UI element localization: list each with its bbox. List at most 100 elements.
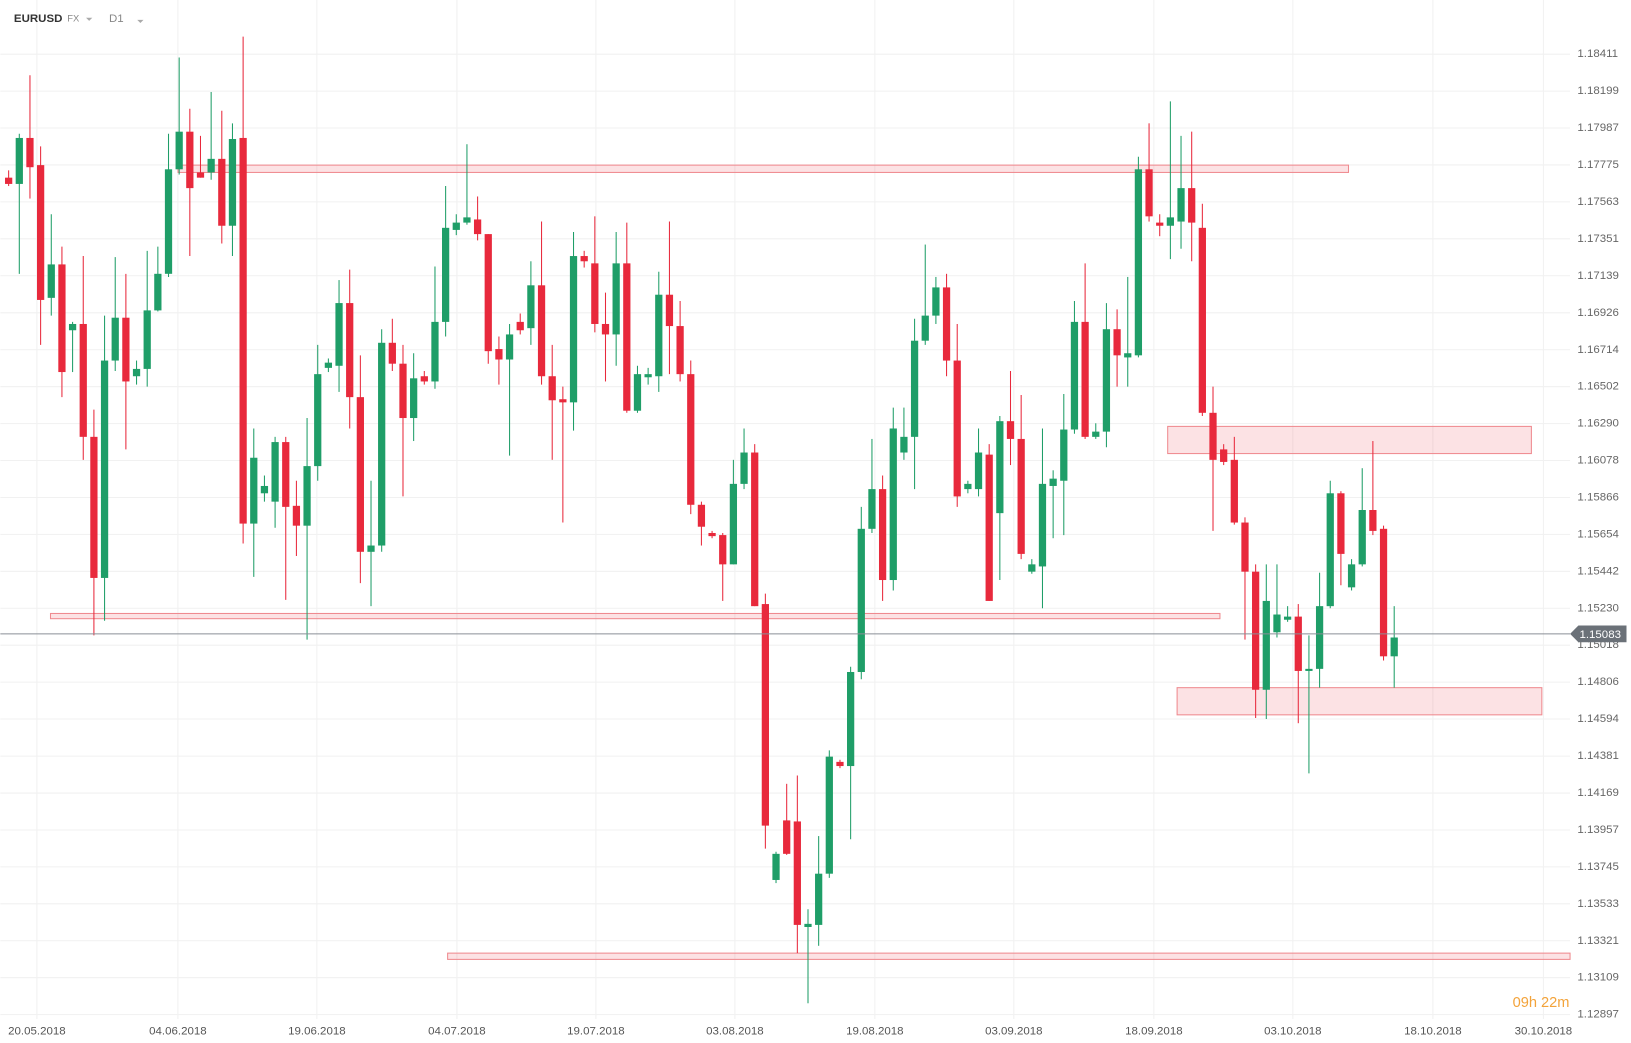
x-tick-label: 20.05.2018 [8, 1026, 65, 1038]
candle-body [569, 256, 578, 403]
candle-body [942, 287, 951, 361]
candle-body [260, 485, 269, 494]
x-tick-label: 03.08.2018 [706, 1026, 763, 1038]
x-tick-label: 19.06.2018 [288, 1026, 345, 1038]
candle-body [1209, 412, 1217, 460]
x-tick-label: 03.09.2018 [985, 1026, 1042, 1038]
candle-body [580, 256, 588, 262]
y-tick-label: 1.13321 [1577, 935, 1619, 947]
support-zone [1176, 687, 1543, 716]
candle-body [335, 303, 343, 366]
candle-body [548, 376, 556, 401]
candle-body [132, 368, 141, 377]
market[interactable]: FX [67, 12, 80, 23]
candle-body [804, 923, 812, 927]
candle-body [719, 535, 727, 565]
candle-body [218, 158, 226, 226]
candle-body [1177, 188, 1185, 222]
candle-body [1283, 616, 1292, 620]
y-tick-label: 1.14381 [1577, 750, 1619, 762]
candle-body [463, 217, 471, 223]
candle-body [282, 442, 290, 507]
candle-body [303, 466, 311, 526]
candle-body [1326, 493, 1334, 607]
candle-body [271, 442, 279, 502]
candle-body [292, 505, 301, 526]
candle-body [878, 489, 887, 581]
zones [49, 164, 1571, 960]
candle-body [889, 428, 897, 581]
timeframe-caret[interactable] [137, 19, 144, 23]
resistance-zone [177, 164, 1350, 173]
timeframe[interactable]: D1 [109, 13, 124, 25]
candle-body [68, 323, 77, 331]
y-tick-label: 1.16926 [1577, 307, 1619, 319]
y-tick-label: 1.13109 [1577, 972, 1619, 984]
market-caret[interactable] [86, 17, 93, 21]
candle-body [964, 483, 972, 490]
candle-body [5, 177, 13, 184]
candle-body [356, 397, 364, 552]
candle-body [228, 138, 237, 226]
candle-body [1262, 600, 1270, 690]
candle-body [591, 263, 599, 324]
candle-body [847, 671, 855, 767]
candle-body [367, 545, 375, 552]
y-tick-label: 1.17139 [1577, 270, 1619, 282]
candle-body [100, 360, 109, 578]
candle-body [1241, 522, 1249, 572]
candle-body [1198, 227, 1206, 413]
candle-body [473, 219, 482, 235]
candle-body [111, 317, 119, 361]
candle-body [1379, 528, 1388, 657]
candle-body [1102, 329, 1111, 432]
candle-body [164, 169, 173, 274]
candle-body [655, 294, 663, 377]
candle-body [559, 399, 567, 403]
y-tick-label: 1.17987 [1577, 122, 1619, 134]
candle-body [420, 376, 428, 382]
x-tick-label: 18.10.2018 [1404, 1026, 1461, 1038]
x-tick-label: 04.07.2018 [428, 1026, 485, 1038]
candle-body [1028, 564, 1036, 572]
candle-body [1188, 188, 1196, 223]
resistance-zone [1167, 425, 1532, 455]
candle-body [527, 285, 535, 329]
x-tick-label: 18.09.2018 [1125, 1026, 1182, 1038]
y-tick-label: 1.13957 [1577, 824, 1619, 836]
candle-body [974, 452, 983, 490]
candle-body [505, 334, 514, 360]
candle-body [1113, 329, 1121, 356]
y-tick-label: 1.12897 [1577, 1009, 1619, 1021]
candle-body [1124, 353, 1132, 358]
candle-body [708, 532, 716, 537]
support-zone [447, 952, 1571, 960]
overlay: 1.18411 1.18199 1.17987 1.17775 1.17563 1.173… [0, 48, 1627, 1038]
y-tick-label: 1.15866 [1577, 491, 1619, 503]
candle-body [250, 457, 258, 524]
candle-body [932, 287, 940, 316]
candle-body [79, 323, 87, 437]
candle-body [1305, 668, 1313, 671]
candle-body [836, 761, 844, 767]
candle-body [1060, 429, 1068, 481]
candle-body [484, 234, 492, 352]
candle-body [186, 131, 194, 189]
candle-body [15, 137, 23, 184]
y-tick-label: 1.15442 [1577, 565, 1619, 577]
candle-body [1156, 222, 1164, 226]
symbol[interactable]: EURUSD [14, 13, 63, 25]
candle-body [346, 303, 354, 398]
candle-body [857, 528, 865, 672]
y-tick-label: 1.17351 [1577, 233, 1619, 245]
candle-body [1369, 510, 1377, 531]
candle-body [687, 374, 695, 505]
y-tick-label: 1.17775 [1577, 159, 1619, 171]
candle-body [601, 323, 610, 335]
y-tick-label: 1.14594 [1577, 713, 1619, 725]
y-tick-label: 1.14169 [1577, 787, 1619, 799]
candle-body [143, 310, 151, 369]
candle-body [1092, 431, 1100, 437]
candle-body [410, 378, 418, 419]
y-tick-label: 1.16290 [1577, 418, 1619, 430]
